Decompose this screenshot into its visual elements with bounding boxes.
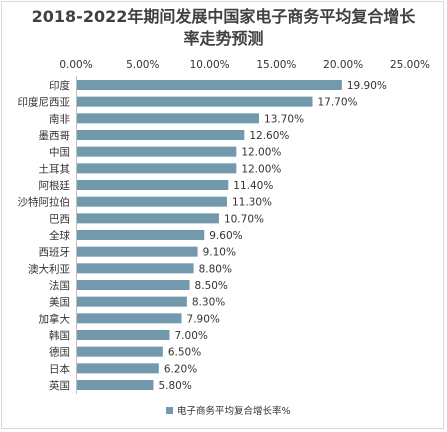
- bar: [77, 263, 194, 274]
- bar: [77, 196, 227, 207]
- bar: [77, 280, 190, 290]
- category-label: 阿根廷: [39, 179, 71, 192]
- bar: [77, 230, 205, 240]
- category-label: 全球: [49, 229, 70, 242]
- data-label: 19.90%: [347, 80, 387, 92]
- data-label: 8.30%: [192, 297, 225, 309]
- data-label: 13.70%: [264, 113, 304, 125]
- category-label: 法国: [49, 279, 70, 292]
- chart-title-line-1: 2018-2022年期间发展中国家电子商务平均复合增长: [31, 7, 416, 26]
- chart-title: 2018-2022年期间发展中国家电子商务平均复合增长 率走势预测: [0, 6, 447, 50]
- data-labels: 19.90% 17.70% 13.70% 12.60% 12.00% 12.00% 11.4…: [158, 80, 386, 392]
- data-label: 12.00%: [241, 147, 281, 159]
- bar: [77, 296, 187, 307]
- chart-title-line-2: 率走势预测: [183, 29, 264, 48]
- data-label: 11.40%: [233, 180, 273, 192]
- data-label: 7.90%: [187, 313, 220, 325]
- legend-label: 电子商务平均复合增长率%: [177, 405, 291, 417]
- bar: [77, 313, 182, 324]
- legend-swatch: [166, 407, 173, 414]
- data-label: 9.60%: [209, 230, 242, 242]
- x-tick-label: 15.00%: [256, 59, 296, 71]
- category-label: 南非: [49, 112, 70, 125]
- data-label: 10.70%: [224, 213, 264, 225]
- x-tick-label: 0.00%: [59, 59, 92, 71]
- data-label: 7.00%: [175, 330, 208, 342]
- bar: [77, 96, 313, 107]
- x-axis-ticks: 0.00% 5.00% 10.00% 15.00% 20.00% 25.00%: [59, 59, 430, 71]
- legend: 电子商务平均复合增长率%: [166, 405, 291, 417]
- category-label: 西班牙: [39, 247, 71, 259]
- data-label: 8.50%: [195, 280, 228, 292]
- category-label: 澳大利亚: [28, 262, 70, 275]
- bar: [77, 363, 159, 374]
- bar: [77, 180, 229, 190]
- category-label: 印度: [49, 79, 70, 92]
- bar: [77, 113, 260, 124]
- x-tick-label: 20.00%: [323, 59, 363, 71]
- category-label: 巴西: [49, 213, 70, 225]
- bar: [77, 163, 237, 174]
- category-label: 沙特阿拉伯: [18, 196, 71, 209]
- bar: [77, 146, 237, 157]
- bar: [77, 380, 154, 390]
- data-label: 6.50%: [168, 347, 201, 359]
- category-label: 韩国: [49, 329, 70, 342]
- data-label: 17.70%: [317, 97, 357, 109]
- bar: [77, 246, 198, 257]
- bar: [77, 80, 342, 90]
- category-label: 日本: [49, 362, 70, 375]
- category-label: 墨西哥: [39, 130, 71, 142]
- data-label: 5.80%: [158, 380, 191, 392]
- bar: [77, 330, 170, 340]
- bar: [77, 346, 163, 357]
- data-label: 9.10%: [203, 247, 236, 259]
- category-labels: 印度印度尼西亚南非墨西哥中国土耳其阿根廷沙特阿拉伯巴西全球西班牙澳大利亚法国美国…: [18, 79, 71, 392]
- category-label: 英国: [49, 379, 70, 392]
- category-label: 加拿大: [39, 312, 71, 325]
- category-label: 土耳其: [39, 162, 71, 175]
- bar: [77, 213, 219, 224]
- bar: [77, 130, 245, 140]
- data-label: 6.20%: [164, 363, 197, 375]
- x-tick-label: 10.00%: [190, 59, 230, 71]
- x-tick-label: 5.00%: [126, 59, 159, 71]
- data-label: 12.00%: [241, 163, 281, 175]
- data-label: 11.30%: [232, 197, 272, 209]
- x-tick-label: 25.00%: [390, 59, 430, 71]
- category-label: 德国: [49, 346, 70, 359]
- data-label: 12.60%: [249, 130, 289, 142]
- category-label: 美国: [49, 296, 70, 309]
- bars: [77, 80, 342, 390]
- category-label: 中国: [49, 146, 70, 159]
- data-label: 8.80%: [199, 263, 232, 275]
- category-label: 印度尼西亚: [18, 96, 71, 109]
